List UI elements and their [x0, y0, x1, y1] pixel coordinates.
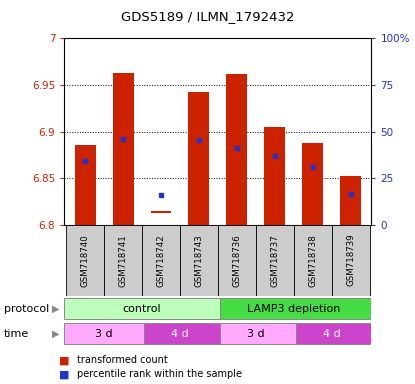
Text: GSM718739: GSM718739 — [346, 234, 355, 286]
Bar — [112, 73, 134, 225]
Bar — [302, 143, 323, 225]
Text: 4 d: 4 d — [323, 328, 340, 339]
Bar — [256, 225, 294, 296]
Text: 3 d: 3 d — [95, 328, 113, 339]
Text: ■: ■ — [59, 355, 70, 365]
Bar — [220, 298, 371, 319]
Text: ▶: ▶ — [52, 328, 60, 339]
Bar — [294, 225, 332, 296]
Text: 4 d: 4 d — [171, 328, 189, 339]
Text: protocol: protocol — [4, 303, 49, 314]
Text: GSM718740: GSM718740 — [81, 234, 90, 286]
Text: GSM718743: GSM718743 — [194, 234, 203, 286]
Text: control: control — [123, 303, 161, 314]
Bar — [66, 225, 104, 296]
Bar — [64, 298, 220, 319]
Text: percentile rank within the sample: percentile rank within the sample — [77, 369, 242, 379]
Bar — [188, 93, 209, 225]
Text: GSM718736: GSM718736 — [232, 234, 242, 286]
Text: ■: ■ — [59, 369, 70, 379]
Bar — [218, 225, 256, 296]
Bar — [75, 146, 95, 225]
Bar — [151, 211, 171, 212]
Text: transformed count: transformed count — [77, 355, 168, 365]
Bar — [144, 323, 220, 344]
Text: GSM718738: GSM718738 — [308, 234, 317, 286]
Bar — [104, 225, 142, 296]
Text: 3 d: 3 d — [247, 328, 265, 339]
Bar — [64, 323, 144, 344]
Bar — [180, 225, 218, 296]
Text: time: time — [4, 328, 29, 339]
Bar — [332, 225, 369, 296]
Bar — [220, 323, 295, 344]
Bar — [227, 74, 247, 225]
Bar — [142, 225, 180, 296]
Bar — [295, 323, 371, 344]
Text: GSM718737: GSM718737 — [270, 234, 279, 286]
Bar — [264, 127, 285, 225]
Text: GSM718742: GSM718742 — [156, 234, 166, 286]
Text: ▶: ▶ — [52, 303, 60, 314]
Bar — [340, 176, 361, 225]
Text: LAMP3 depletion: LAMP3 depletion — [247, 303, 340, 314]
Text: GSM718741: GSM718741 — [119, 234, 127, 286]
Text: GDS5189 / ILMN_1792432: GDS5189 / ILMN_1792432 — [121, 10, 294, 23]
